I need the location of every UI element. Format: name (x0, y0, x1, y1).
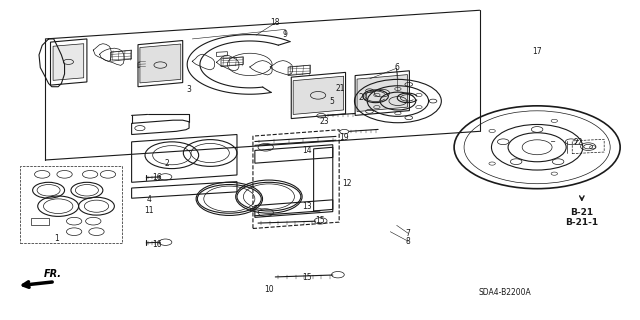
Text: 19: 19 (339, 133, 349, 142)
Text: 12: 12 (342, 180, 351, 188)
Text: 1: 1 (54, 234, 60, 243)
Text: B-21-1: B-21-1 (565, 218, 598, 227)
Text: 8: 8 (406, 237, 410, 246)
Text: FR.: FR. (44, 269, 62, 279)
Text: 4: 4 (147, 195, 151, 204)
Text: 16: 16 (152, 173, 162, 182)
Text: 15: 15 (303, 273, 312, 282)
Polygon shape (140, 44, 180, 83)
Text: 2: 2 (164, 159, 169, 168)
Polygon shape (53, 44, 84, 80)
Text: 18: 18 (271, 19, 280, 28)
Text: 5: 5 (329, 97, 334, 106)
Text: 16: 16 (152, 240, 162, 249)
Text: 21: 21 (336, 84, 345, 93)
Text: 6: 6 (394, 63, 399, 72)
Text: 17: 17 (532, 47, 542, 56)
Text: 11: 11 (144, 206, 154, 215)
Text: 10: 10 (264, 284, 274, 293)
Text: 22: 22 (574, 138, 584, 147)
Polygon shape (293, 76, 344, 115)
Text: 14: 14 (303, 146, 312, 155)
Text: B-21: B-21 (570, 208, 593, 217)
Text: 9: 9 (282, 30, 287, 39)
Text: 23: 23 (319, 117, 330, 126)
Text: 20: 20 (358, 93, 368, 102)
Polygon shape (357, 75, 408, 112)
Text: SDA4-B2200A: SDA4-B2200A (479, 288, 532, 297)
Text: 3: 3 (187, 85, 191, 94)
Text: 15: 15 (315, 216, 325, 225)
Text: 13: 13 (303, 202, 312, 211)
Text: 7: 7 (406, 229, 411, 238)
